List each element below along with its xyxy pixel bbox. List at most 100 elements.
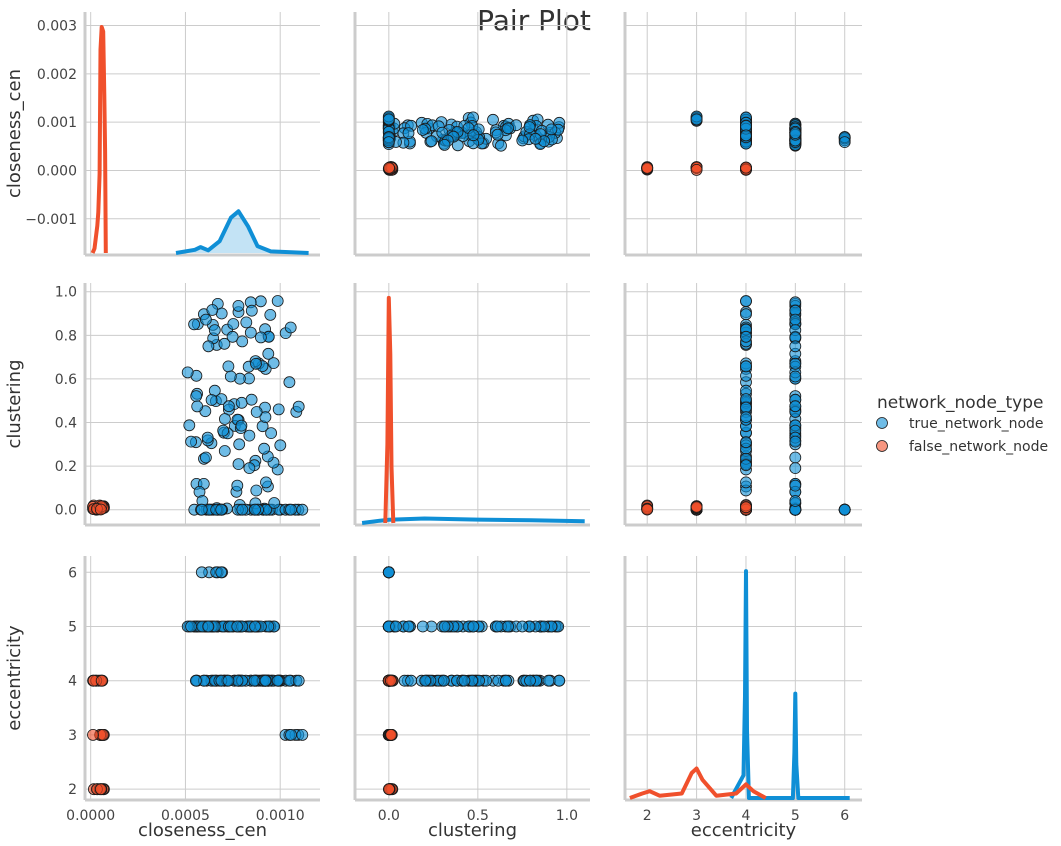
x-tick-label: 0.0 [378, 808, 400, 824]
panel-clustering-vs-closeness-cen: 0.0 0.2 0.4 0.6 0.8 1.0 clustering [4, 283, 320, 527]
scatter-point-false-network-node [385, 729, 398, 741]
scatter-point-true-network-node [226, 330, 239, 343]
scatter-point-true-network-node [249, 503, 261, 516]
x-axis-label-eccentricity: eccentricity [691, 820, 797, 841]
scatter-point-true-network-node [181, 366, 194, 379]
chart-title: Pair Plot [477, 4, 591, 37]
x-tick-label: 0.5 [467, 808, 489, 824]
scatter-point-false-network-node [690, 500, 703, 513]
x-tick-label: 0.0000 [66, 808, 115, 824]
kde-line-false-network-node [629, 766, 767, 800]
scatter-point-false-network-node [641, 503, 654, 516]
scatter-point-true-network-node [487, 113, 499, 126]
scatter-point-true-network-node [248, 674, 261, 687]
scatter-point-false-network-node [740, 501, 752, 514]
scatter-point-true-network-node [267, 357, 280, 370]
scatter-point-true-network-node [243, 429, 256, 442]
kde-line-true-network-node [729, 569, 850, 800]
scatter-point-true-network-node [553, 674, 566, 687]
scatter-point-true-network-node [285, 729, 297, 741]
scatter-point-true-network-node [218, 413, 231, 425]
panel-eccentricity-vs-clustering: 0.0 0.5 1.0 clustering [353, 556, 590, 841]
scatter-point-true-network-node [789, 370, 802, 383]
scatter-point-true-network-node [467, 129, 480, 142]
scatter-point-true-network-node [285, 503, 297, 516]
scatter-point-false-network-node [94, 503, 107, 516]
scatter-point-true-network-node [516, 134, 529, 147]
scatter-point-true-network-node [405, 674, 418, 687]
scatter-point-true-network-node [789, 462, 802, 475]
kde-fill-true-network-node [176, 211, 309, 253]
scatter-point-true-network-node [236, 503, 249, 516]
scatter-point-true-network-node [250, 484, 263, 497]
scatter-point-true-network-node [740, 129, 752, 142]
scatter-point-true-network-node [789, 435, 802, 448]
scatter-point-true-network-node [202, 340, 215, 353]
scatter-point-true-network-node [268, 497, 281, 509]
scatter-point-true-network-node [271, 674, 284, 687]
panel-closeness-cen-vs-closeness-cen: −0.001 0.000 0.001 0.002 0.003 closeness_cen [4, 12, 320, 257]
panel-grid: −0.0010.0000.0010.0020.003closeness_cen0… [4, 12, 862, 841]
y-tick-label: 1.0 [55, 285, 77, 301]
scatter-point-true-network-node [789, 340, 802, 353]
scatter-point-true-network-node [265, 427, 278, 440]
x-tick-label: 2 [643, 808, 652, 824]
x-tick-label: 3 [692, 808, 701, 824]
x-tick-label: 0.0010 [256, 808, 305, 824]
scatter-point-true-network-node [249, 620, 261, 633]
scatter-point-true-network-node [259, 411, 272, 424]
scatter-point-true-network-node [437, 674, 450, 687]
scatter-point-true-network-node [390, 620, 402, 633]
scatter-point-false-network-node [97, 729, 109, 741]
kde-line-false-network-node [90, 25, 108, 254]
scatter-point-true-network-node [740, 330, 752, 343]
scatter-point-true-network-node [259, 674, 272, 687]
scatter-point-true-network-node [195, 503, 208, 516]
scatter-point-true-network-node [495, 139, 507, 152]
y-axis-label-closeness-cen: closeness_cen [4, 69, 25, 198]
legend-label-false-network-node: false_network_node [909, 439, 1048, 455]
scatter-point-true-network-node [205, 394, 218, 406]
panel-closeness-cen-vs-clustering [353, 12, 590, 257]
x-tick-label: 5 [791, 808, 800, 824]
scatter-point-true-network-node [183, 419, 196, 432]
scatter-point-true-network-node [382, 113, 395, 126]
scatter-point-true-network-node [258, 442, 271, 455]
scatter-point-true-network-node [231, 620, 244, 633]
scatter-point-true-network-node [502, 122, 514, 135]
scatter-point-true-network-node [227, 318, 240, 330]
scatter-point-true-network-node [235, 419, 248, 432]
scatter-point-true-network-node [382, 566, 395, 579]
scatter-point-true-network-node [789, 400, 802, 413]
scatter-point-true-network-node [231, 479, 244, 492]
y-tick-label: −0.001 [25, 212, 77, 228]
x-axis-label-clustering: clustering [428, 820, 517, 841]
panel-eccentricity-vs-eccentricity: 2 3 4 5 6 eccentricity [623, 556, 862, 841]
scatter-point-true-network-node [245, 304, 258, 317]
scatter-point-true-network-node [233, 438, 246, 451]
scatter-point-true-network-node [243, 462, 256, 475]
y-tick-label: 0.6 [55, 372, 77, 388]
scatter-point-true-network-node [458, 674, 471, 687]
y-tick-label: 0.000 [37, 163, 77, 179]
scatter-point-true-network-node [199, 313, 212, 326]
y-tick-label: 0.003 [37, 19, 77, 35]
panel-clustering-vs-clustering [353, 283, 590, 527]
scatter-point-true-network-node [491, 128, 504, 141]
scatter-point-true-network-node [467, 620, 480, 633]
scatter-point-true-network-node [202, 620, 215, 633]
scatter-point-true-network-node [740, 436, 752, 449]
scatter-point-true-network-node [402, 127, 415, 140]
scatter-point-true-network-node [224, 370, 237, 383]
scatter-point-true-network-node [185, 620, 198, 633]
scatter-point-true-network-node [416, 124, 429, 136]
scatter-point-true-network-node [402, 620, 415, 633]
y-tick-label: 4 [68, 674, 77, 690]
scatter-point-true-network-node [199, 451, 212, 464]
legend-marker-false-network-node [876, 440, 888, 452]
scatter-point-true-network-node [260, 476, 272, 489]
legend-title: network_node_type [877, 393, 1043, 413]
scatter-point-true-network-node [436, 126, 449, 139]
scatter-point-true-network-node [419, 674, 432, 687]
scatter-point-true-network-node [740, 459, 752, 472]
